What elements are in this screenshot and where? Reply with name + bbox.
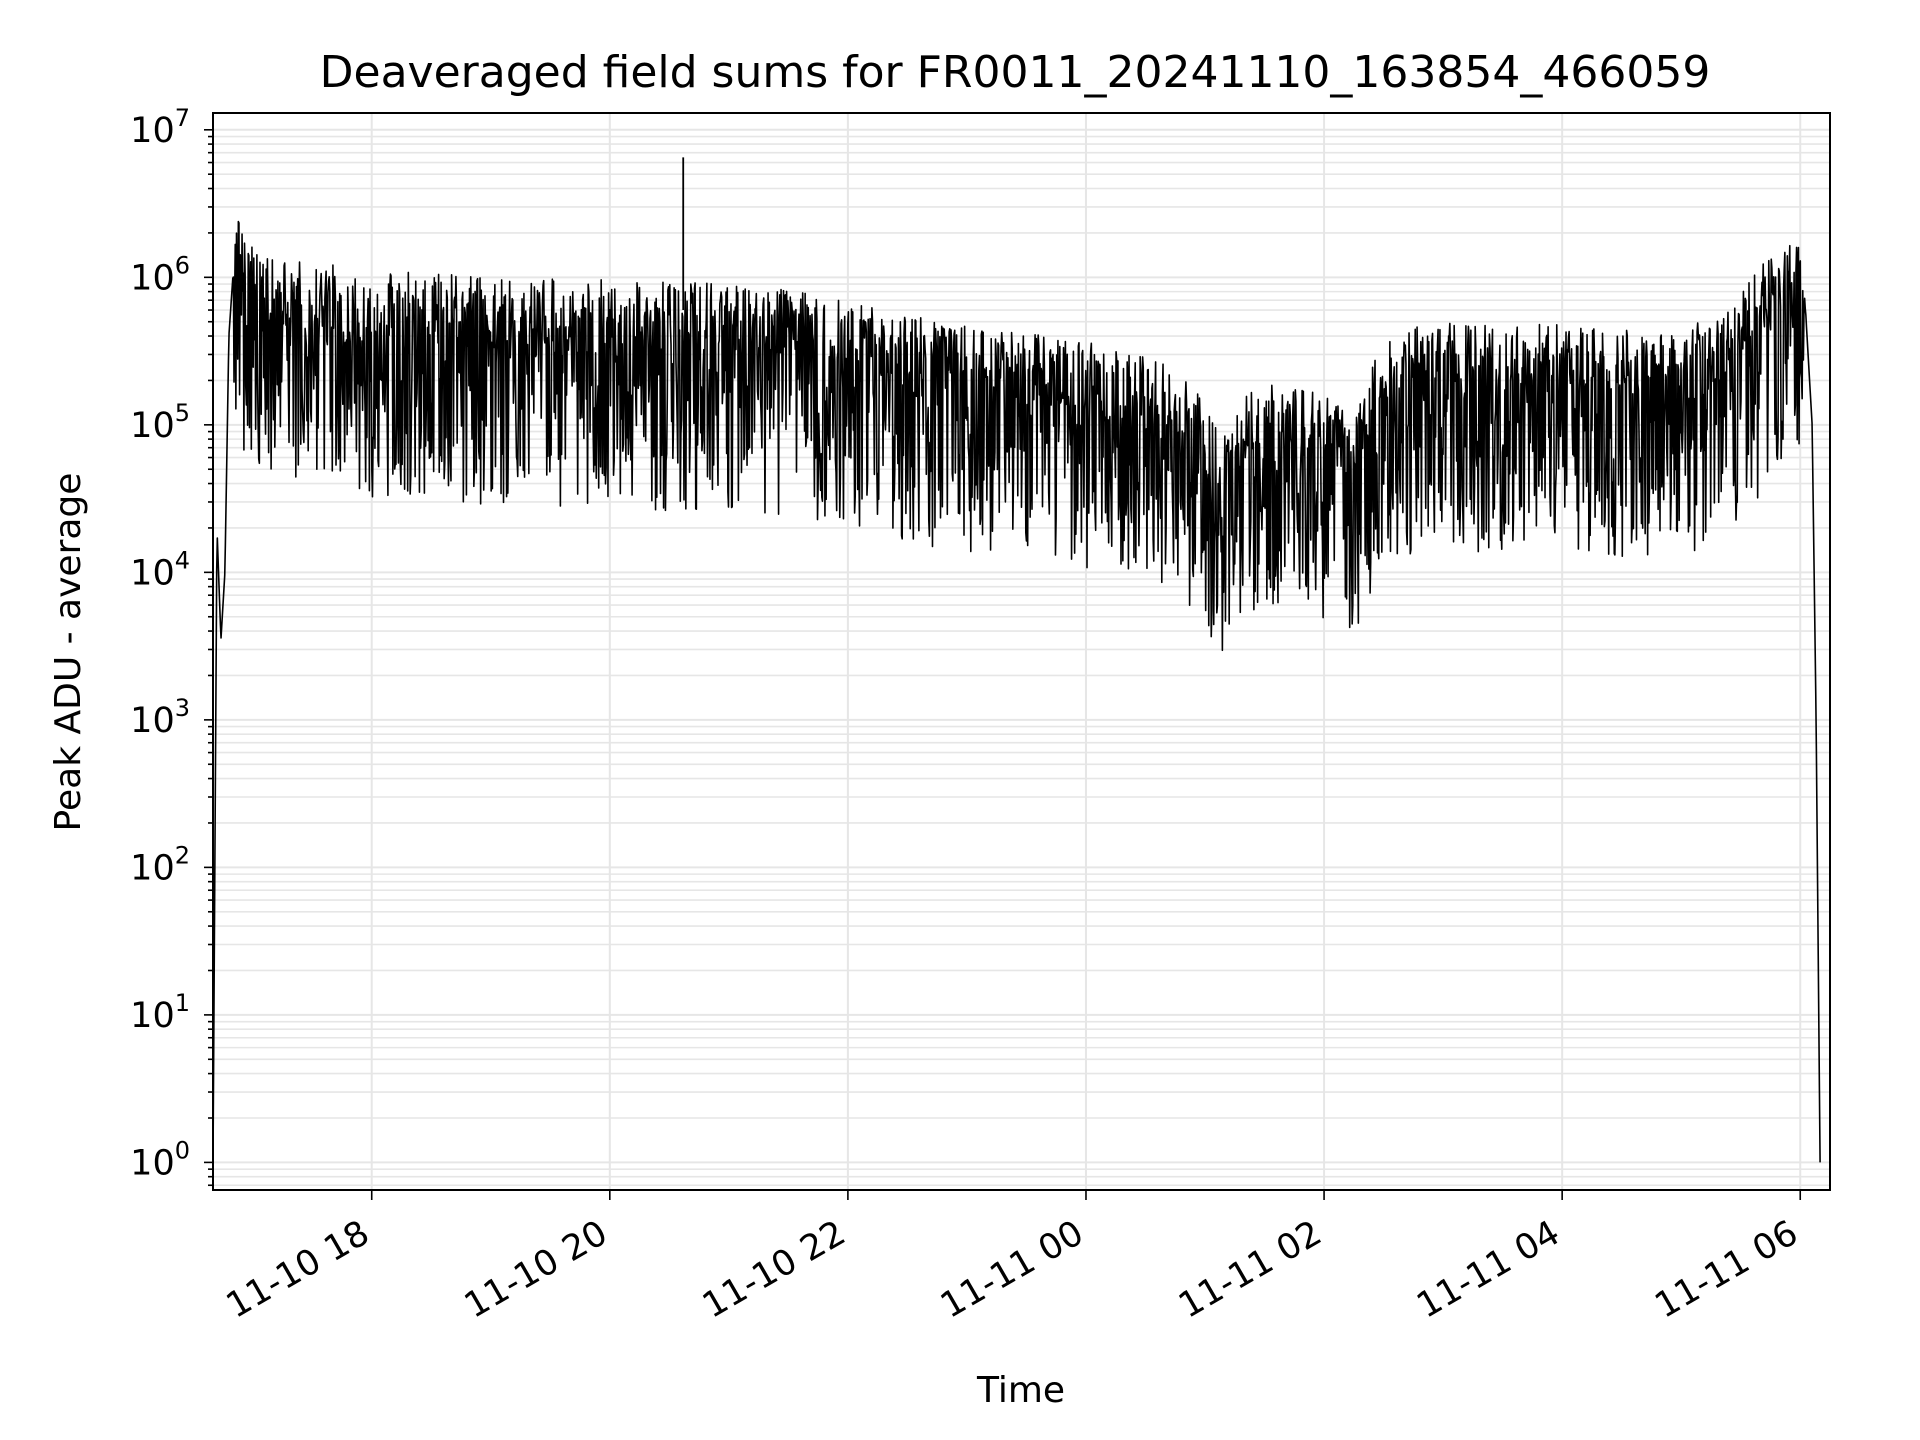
y-tick-label: 101 bbox=[130, 989, 190, 1036]
y-tick-base: 10 bbox=[130, 1143, 175, 1183]
y-axis-label: Peak ADU - average bbox=[48, 473, 89, 832]
y-tick-label: 104 bbox=[130, 546, 190, 593]
series-layer bbox=[212, 157, 1821, 1163]
x-tick-label: 11-11 00 bbox=[934, 1213, 1090, 1326]
chart-title: Deaveraged field sums for FR0011_2024111… bbox=[320, 47, 1711, 98]
y-tick-label: 102 bbox=[130, 841, 190, 888]
y-tick-base: 10 bbox=[130, 701, 175, 741]
y-tick-label: 106 bbox=[130, 251, 190, 298]
x-tick-label: 11-10 22 bbox=[696, 1213, 852, 1326]
y-tick-label: 103 bbox=[130, 694, 190, 741]
y-tick-exponent: 2 bbox=[175, 841, 190, 869]
y-tick-base: 10 bbox=[130, 111, 175, 151]
y-tick-base: 10 bbox=[130, 848, 175, 888]
x-tick-label: 11-11 06 bbox=[1648, 1213, 1804, 1326]
y-tick-exponent: 7 bbox=[175, 104, 190, 132]
y-tick-base: 10 bbox=[130, 553, 175, 593]
y-tick-base: 10 bbox=[130, 258, 175, 298]
y-tick-exponent: 0 bbox=[175, 1136, 190, 1164]
y-tick-base: 10 bbox=[130, 406, 175, 446]
y-tick-label: 105 bbox=[130, 399, 190, 446]
y-tick-base: 10 bbox=[130, 996, 175, 1036]
y-tick-exponent: 6 bbox=[175, 251, 190, 279]
plot-frame bbox=[212, 112, 1831, 1191]
x-tick-label: 11-10 18 bbox=[220, 1213, 376, 1326]
y-tick-exponent: 5 bbox=[175, 399, 190, 427]
y-tick-exponent: 3 bbox=[175, 694, 190, 722]
x-tick-label: 11-11 04 bbox=[1410, 1213, 1566, 1326]
x-axis-label: Time bbox=[976, 1370, 1065, 1411]
y-tick-exponent: 4 bbox=[175, 546, 190, 574]
y-tick-label: 100 bbox=[130, 1136, 190, 1183]
y-tick-label: 107 bbox=[130, 104, 190, 151]
y-tick-exponent: 1 bbox=[175, 989, 190, 1017]
series-line bbox=[212, 220, 1821, 1163]
x-tick-label: 11-10 20 bbox=[458, 1213, 614, 1326]
x-tick-label: 11-11 02 bbox=[1172, 1213, 1328, 1326]
grid bbox=[213, 113, 1830, 1190]
